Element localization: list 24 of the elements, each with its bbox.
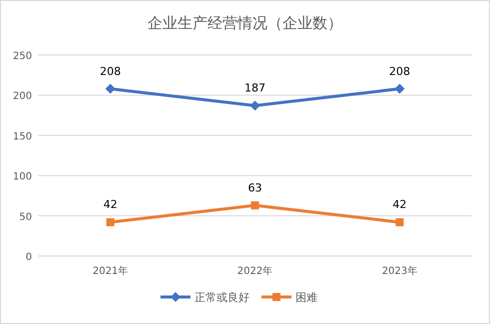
y-tick-label: 0 (26, 252, 32, 263)
y-tick-label: 50 (19, 212, 32, 223)
legend-label: 困难 (296, 291, 318, 304)
y-tick-label: 150 (12, 131, 32, 142)
x-tick-label: 2021年 (92, 265, 128, 277)
point (250, 100, 260, 111)
point (105, 84, 116, 94)
chart-title: 企业生产经营情况（企业数） (148, 14, 342, 32)
point (106, 218, 114, 226)
data-label: 42 (103, 198, 118, 212)
point (396, 218, 404, 226)
x-tick-label: 2022年 (237, 265, 273, 277)
data-label: 208 (389, 64, 410, 78)
point (251, 201, 259, 210)
y-tick-label: 100 (12, 172, 32, 183)
x-tick-label: 2023年 (382, 265, 418, 277)
point (394, 84, 405, 94)
y-tick-label: 250 (12, 51, 32, 62)
data-label: 42 (392, 198, 407, 212)
data-label: 63 (248, 181, 262, 194)
data-label: 187 (244, 82, 266, 95)
data-label: 208 (100, 64, 121, 78)
y-tick-label: 200 (12, 91, 32, 102)
legend-label: 正常或良好 (194, 291, 250, 304)
